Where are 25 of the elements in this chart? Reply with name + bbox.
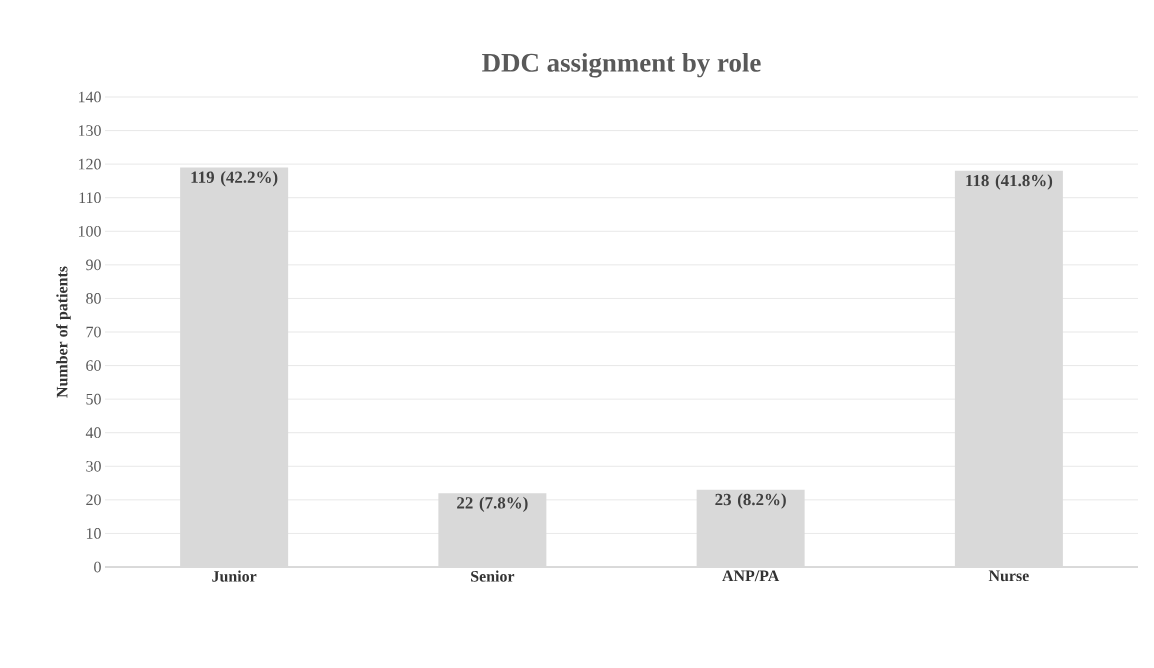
y-tick-label: 130 <box>78 125 101 136</box>
y-tick-label: 80 <box>86 293 101 304</box>
y-tick-label: 110 <box>79 192 101 204</box>
y-tick-label: 10 <box>86 528 101 539</box>
y-tick-label: 90 <box>86 259 101 271</box>
y-tick-label: 100 <box>78 225 101 237</box>
x-tick-label: Junior <box>212 570 257 582</box>
y-tick-label: 140 <box>78 91 101 103</box>
y-tick-label: 50 <box>86 393 101 405</box>
y-tick-label: 60 <box>86 360 101 371</box>
y-tick-label: 120 <box>78 158 101 170</box>
data-label: 118 (41.8%) <box>966 174 1053 190</box>
y-tick-label: 30 <box>86 460 101 472</box>
x-tick-label: Nurse <box>988 570 1029 582</box>
y-tick-label: 20 <box>86 494 101 506</box>
y-axis-title: Number of patients <box>56 266 71 398</box>
x-tick-label: ANP/PA <box>722 570 780 582</box>
y-tick-label: 70 <box>86 326 101 338</box>
chart-title: DDC assignment by role <box>482 52 761 78</box>
data-label: 119 (42.2%) <box>191 171 278 187</box>
data-label: 23 (8.2%) <box>715 493 786 509</box>
x-tick-label: Senior <box>471 570 515 582</box>
y-tick-label: 0 <box>94 561 101 573</box>
data-label: 22 (7.8%) <box>457 496 528 513</box>
y-tick-label: 40 <box>85 427 101 439</box>
